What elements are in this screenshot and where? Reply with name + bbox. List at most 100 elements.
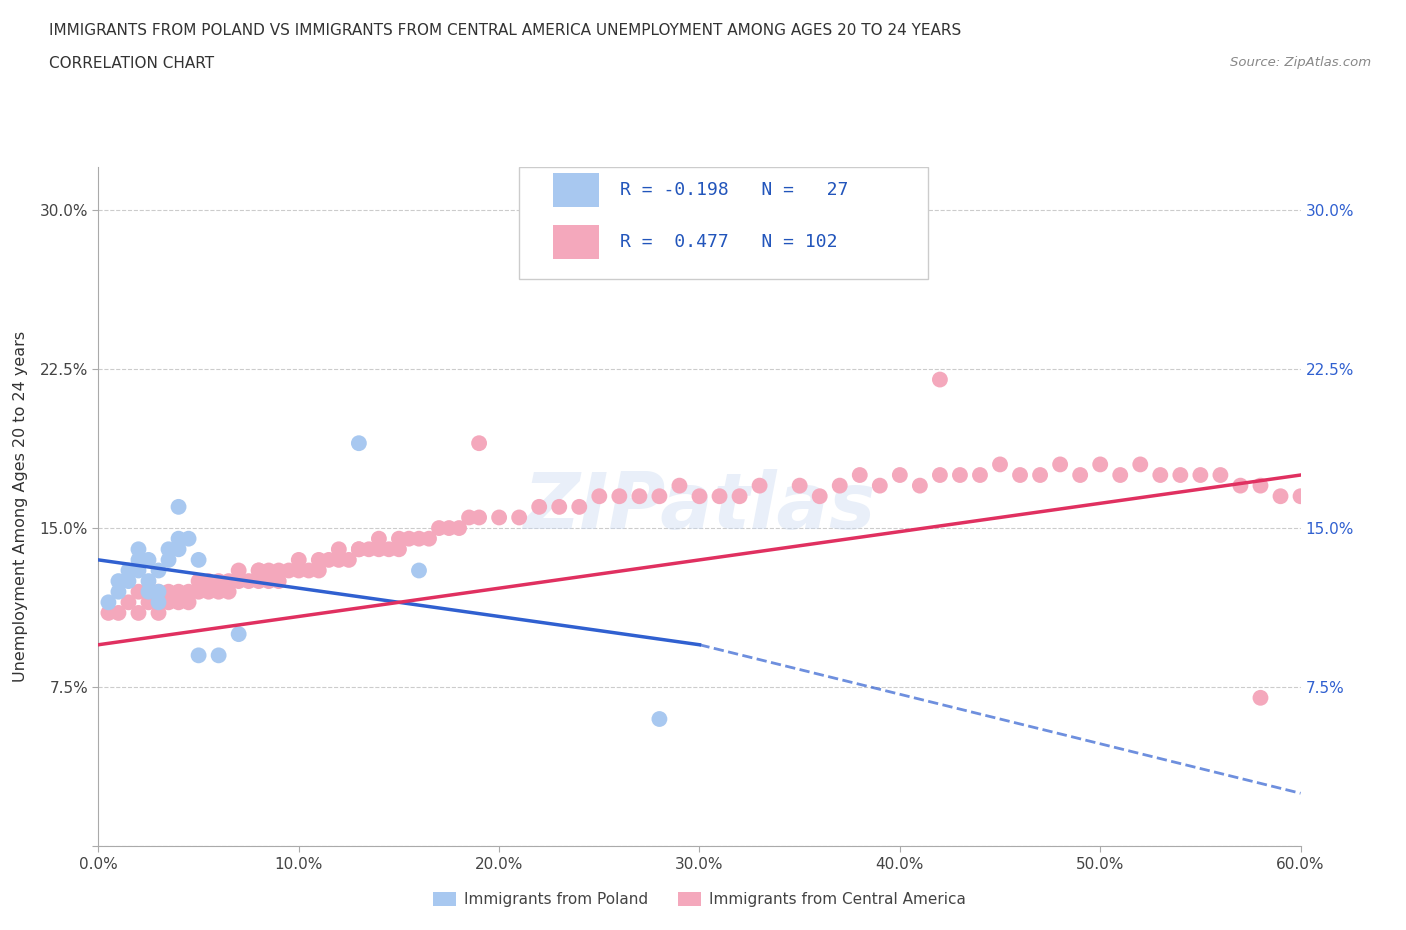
Point: [1170, 468, 1192, 483]
Point: [368, 542, 391, 557]
FancyBboxPatch shape: [519, 167, 928, 279]
Point: [418, 531, 440, 546]
Point: [288, 552, 311, 567]
Point: [808, 489, 831, 504]
Point: [228, 563, 250, 578]
Point: [288, 563, 311, 578]
Point: [167, 584, 190, 599]
Point: [157, 542, 180, 557]
Point: [347, 436, 370, 451]
Point: [1149, 468, 1171, 483]
Point: [128, 584, 150, 599]
Point: [357, 542, 380, 557]
Point: [529, 499, 551, 514]
Point: [347, 542, 370, 557]
Text: IMMIGRANTS FROM POLAND VS IMMIGRANTS FROM CENTRAL AMERICA UNEMPLOYMENT AMONG AGE: IMMIGRANTS FROM POLAND VS IMMIGRANTS FRO…: [49, 23, 962, 38]
Point: [167, 595, 190, 610]
Point: [728, 489, 751, 504]
Point: [187, 552, 209, 567]
Point: [148, 584, 170, 599]
Point: [107, 605, 129, 620]
Point: [177, 584, 200, 599]
Point: [218, 584, 240, 599]
Point: [337, 552, 360, 567]
Point: [148, 563, 170, 578]
Point: [107, 584, 129, 599]
Point: [128, 542, 150, 557]
Point: [668, 478, 690, 493]
Point: [208, 574, 231, 589]
Point: [128, 552, 150, 567]
Point: [437, 521, 460, 536]
Point: [609, 489, 631, 504]
Point: [828, 478, 851, 493]
Point: [1250, 478, 1272, 493]
Point: [378, 542, 401, 557]
Point: [1069, 468, 1091, 483]
Point: [628, 489, 651, 504]
Point: [929, 468, 952, 483]
Point: [117, 563, 139, 578]
Point: [368, 531, 391, 546]
Point: [197, 584, 219, 599]
Point: [157, 552, 180, 567]
Point: [908, 478, 931, 493]
Text: Source: ZipAtlas.com: Source: ZipAtlas.com: [1230, 56, 1371, 69]
Point: [138, 595, 160, 610]
Point: [228, 627, 250, 642]
Point: [107, 574, 129, 589]
Point: [208, 648, 231, 663]
Point: [247, 563, 270, 578]
Point: [1029, 468, 1052, 483]
FancyBboxPatch shape: [553, 225, 599, 259]
Text: R = -0.198   N =   27: R = -0.198 N = 27: [620, 180, 848, 199]
Point: [277, 563, 299, 578]
Text: R =  0.477   N = 102: R = 0.477 N = 102: [620, 233, 838, 251]
Point: [488, 510, 510, 525]
Point: [117, 595, 139, 610]
Point: [447, 521, 470, 536]
Point: [1129, 457, 1152, 472]
Point: [128, 563, 150, 578]
Point: [328, 542, 350, 557]
Point: [177, 595, 200, 610]
Text: CORRELATION CHART: CORRELATION CHART: [49, 56, 214, 71]
Point: [849, 468, 872, 483]
Point: [238, 574, 260, 589]
Point: [988, 457, 1011, 472]
Point: [1049, 457, 1071, 472]
Point: [117, 574, 139, 589]
Point: [167, 531, 190, 546]
Point: [308, 563, 330, 578]
Point: [167, 499, 190, 514]
FancyBboxPatch shape: [553, 173, 599, 206]
Point: [949, 468, 972, 483]
Point: [257, 574, 280, 589]
Point: [328, 552, 350, 567]
Point: [187, 648, 209, 663]
Point: [1289, 489, 1312, 504]
Point: [1229, 478, 1251, 493]
Point: [228, 574, 250, 589]
Point: [709, 489, 731, 504]
Point: [869, 478, 891, 493]
Point: [148, 605, 170, 620]
Point: [298, 563, 321, 578]
Point: [689, 489, 711, 504]
Point: [247, 574, 270, 589]
Point: [148, 584, 170, 599]
Point: [157, 584, 180, 599]
Point: [167, 542, 190, 557]
Point: [548, 499, 571, 514]
Point: [267, 574, 290, 589]
Point: [148, 595, 170, 610]
Point: [148, 595, 170, 610]
Point: [177, 531, 200, 546]
Point: [208, 584, 231, 599]
Point: [388, 542, 411, 557]
Point: [1088, 457, 1111, 472]
Point: [97, 595, 120, 610]
Point: [408, 563, 430, 578]
Point: [648, 489, 671, 504]
Point: [1010, 468, 1032, 483]
